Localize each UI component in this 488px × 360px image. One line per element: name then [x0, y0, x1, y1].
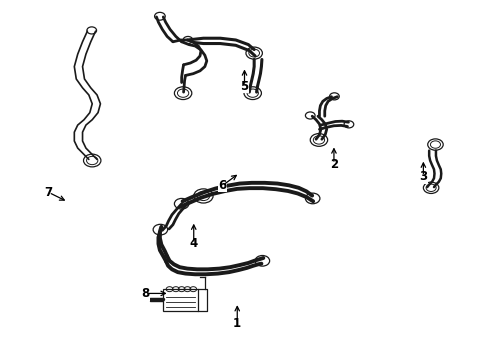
Circle shape [305, 193, 319, 204]
Text: 1: 1 [233, 317, 241, 330]
Circle shape [154, 12, 165, 20]
Text: 5: 5 [240, 80, 248, 93]
Circle shape [87, 27, 96, 34]
Circle shape [255, 256, 269, 266]
Circle shape [329, 93, 339, 100]
Text: 3: 3 [418, 170, 427, 183]
FancyBboxPatch shape [163, 289, 198, 311]
Circle shape [344, 121, 353, 128]
Circle shape [174, 198, 188, 209]
Text: 4: 4 [189, 237, 198, 250]
Circle shape [153, 224, 167, 235]
Text: 7: 7 [44, 186, 53, 199]
Text: 8: 8 [141, 287, 149, 300]
Text: 6: 6 [218, 179, 226, 192]
Circle shape [305, 112, 314, 119]
Text: 2: 2 [329, 158, 337, 171]
Circle shape [183, 36, 192, 44]
